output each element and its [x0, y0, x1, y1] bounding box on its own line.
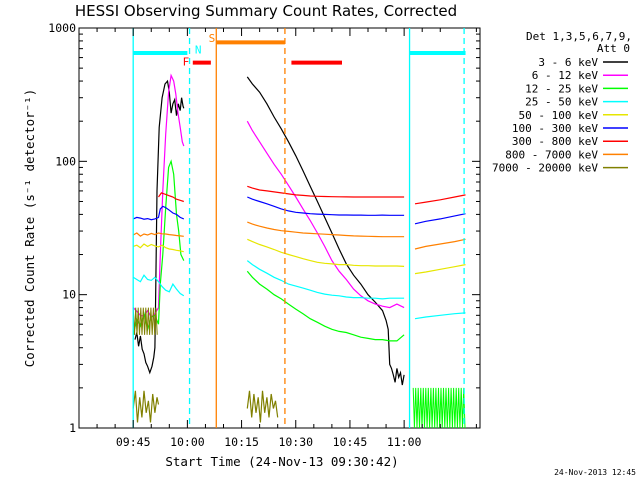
- flag-letter: N: [195, 43, 202, 56]
- y-tick-label: 1000: [48, 21, 76, 35]
- x-tick-label: 10:15: [224, 435, 259, 449]
- x-tick-label: 09:45: [116, 435, 151, 449]
- y-tick-label: 100: [55, 154, 76, 168]
- series-line: [132, 159, 405, 342]
- legend-label: 300 - 800 keV: [512, 135, 598, 148]
- plot-frame: [78, 27, 481, 429]
- noise-band: [412, 387, 466, 429]
- legend-label: 7000 - 20000 keV: [492, 162, 598, 175]
- x-tick-label: 10:30: [278, 435, 313, 449]
- chart-title: HESSI Observing Summary Count Rates, Cor…: [75, 2, 457, 20]
- series-line: [132, 390, 279, 423]
- flag-letter: F: [183, 56, 190, 69]
- axis-layer: 1 10 100 1000 09:45 10:00 10:15 10:30 10:45 11:00: [48, 21, 480, 449]
- y-tick-label: 1: [69, 421, 76, 435]
- legend-label: 100 - 300 keV: [512, 122, 598, 135]
- series-line: [133, 238, 466, 275]
- legend-header-line-2: Att 0: [597, 42, 630, 55]
- x-axis-label: Start Time (24-Nov-13 09:30:42): [165, 454, 398, 469]
- legend-label: 6 - 12 keV: [532, 69, 599, 82]
- timestamp-footer: 24-Nov-2013 12:45: [554, 468, 636, 477]
- plot-border: [78, 27, 481, 429]
- extras-layer: FNS: [132, 28, 466, 428]
- legend-label: 12 - 25 keV: [525, 82, 598, 95]
- y-tick-label: 10: [62, 288, 76, 302]
- legend-label: 3 - 6 keV: [538, 56, 598, 69]
- flag-letter: S: [209, 32, 216, 45]
- y-axis-label: Corrected Count Rate (s⁻¹ detector⁻¹): [22, 89, 37, 367]
- series-line: [132, 196, 466, 225]
- series-line: [158, 185, 466, 205]
- legend-label: 25 - 50 keV: [525, 96, 598, 109]
- series-line: [132, 73, 405, 318]
- series-line: [132, 221, 466, 250]
- legend-label: 50 - 100 keV: [519, 109, 599, 122]
- x-tick-label: 10:00: [170, 435, 205, 449]
- legend-label: 800 - 7000 keV: [505, 148, 598, 161]
- noise-band: [132, 307, 158, 335]
- x-tick-label: 11:00: [387, 435, 422, 449]
- series-line: [132, 260, 466, 320]
- series-layer: [132, 73, 466, 429]
- series-line: [134, 76, 405, 386]
- x-tick-label: 10:45: [333, 435, 368, 449]
- legend-header-line-1: Det 1,3,5,6,7,9,: [526, 30, 632, 43]
